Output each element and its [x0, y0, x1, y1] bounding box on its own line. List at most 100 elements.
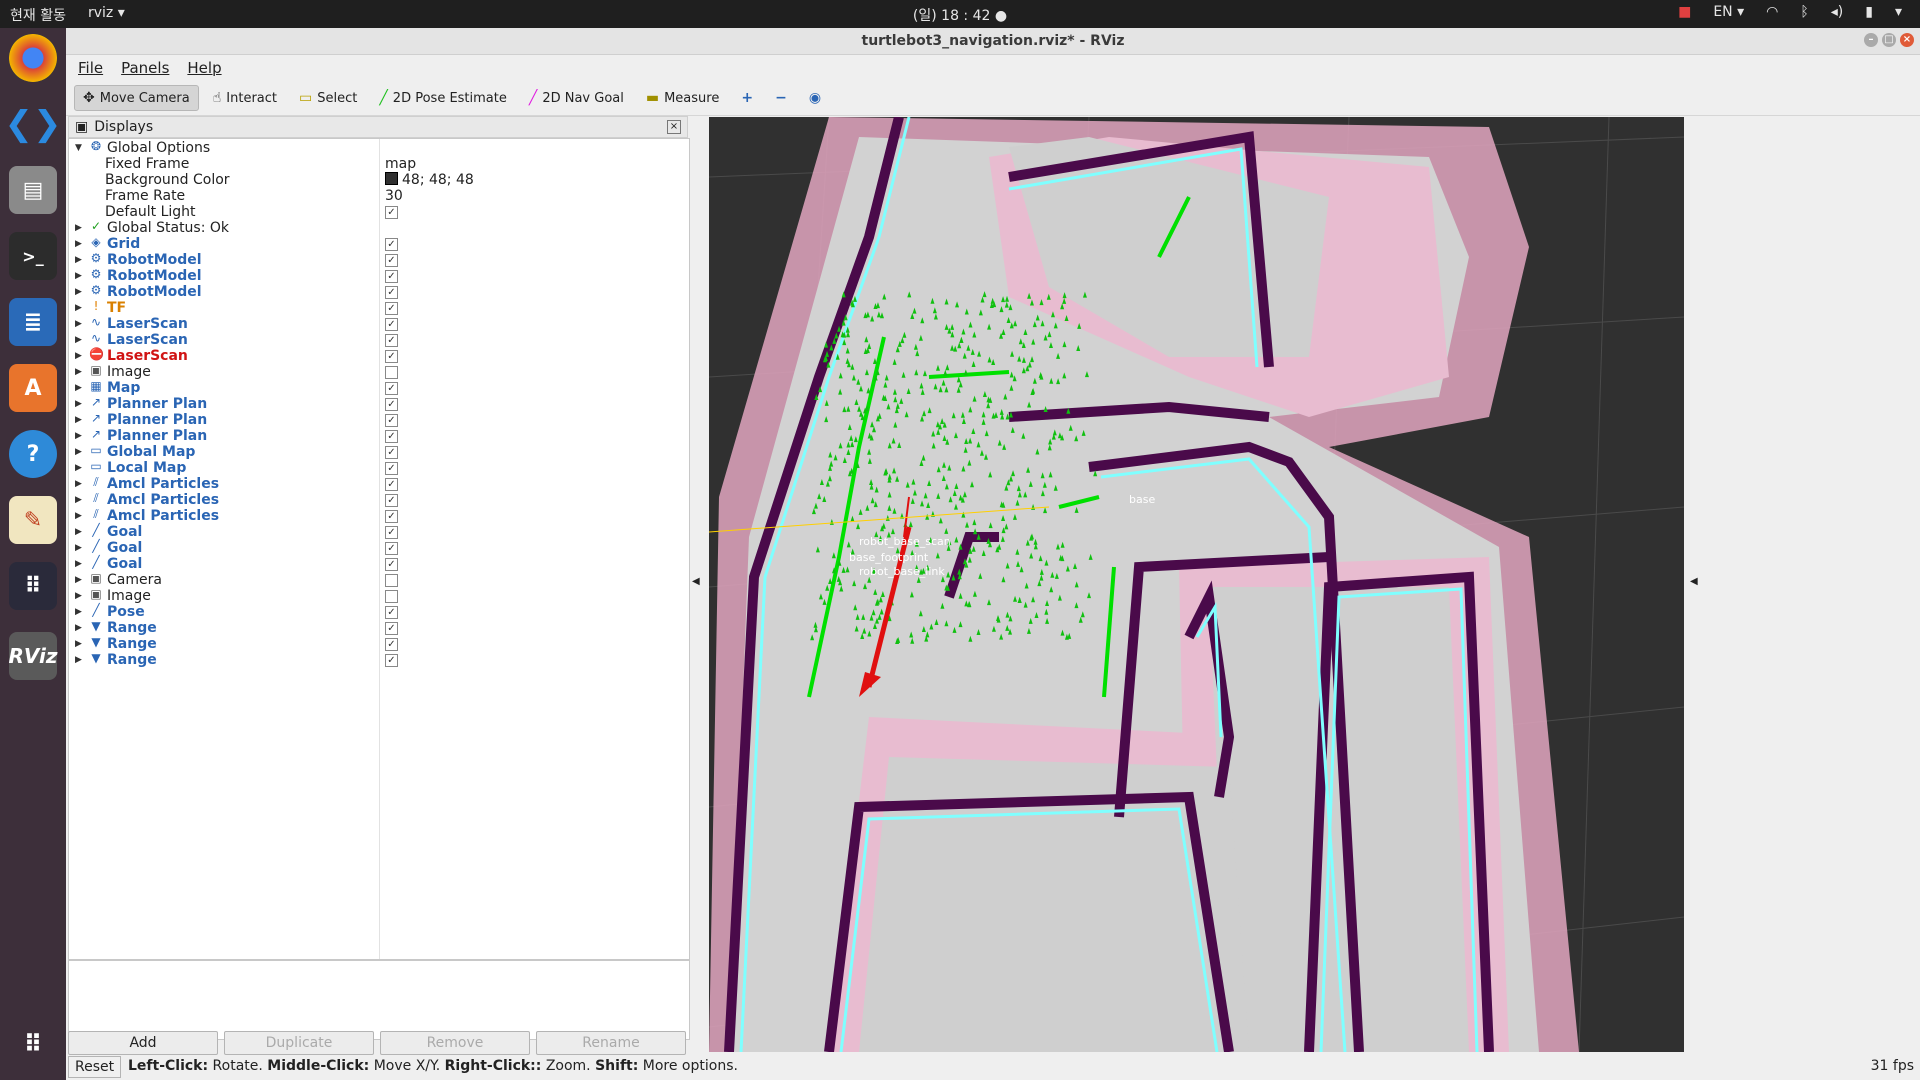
- chrome-icon[interactable]: [9, 34, 57, 82]
- battery-icon[interactable]: ▮: [1865, 4, 1873, 20]
- tree-row-frame-rate[interactable]: Frame Rate 30: [69, 187, 689, 206]
- expand-right-icon[interactable]: ▶: [75, 223, 82, 233]
- menu-panels[interactable]: Panels: [121, 59, 170, 77]
- menu-help[interactable]: Help: [187, 59, 222, 77]
- expand-right-icon[interactable]: ▶: [75, 239, 82, 249]
- tree-row-robotmodel[interactable]: ▶ ⚙ RobotModel ✓: [69, 267, 689, 286]
- display-enabled-checkbox[interactable]: [385, 590, 398, 603]
- volume-icon[interactable]: ◂): [1830, 4, 1844, 20]
- expand-right-icon[interactable]: ▶: [75, 415, 82, 425]
- expand-right-icon[interactable]: ▶: [75, 591, 82, 601]
- expand-right-icon[interactable]: ▶: [75, 319, 82, 329]
- expand-right-icon[interactable]: ▶: [75, 335, 82, 345]
- expand-right-icon[interactable]: ▶: [75, 399, 82, 409]
- display-enabled-checkbox[interactable]: ✓: [385, 526, 398, 539]
- tree-row-global-options[interactable]: ▼ ❂ Global Options: [69, 139, 689, 158]
- add-button[interactable]: Add: [68, 1031, 218, 1055]
- camera-type-button[interactable]: ◉: [801, 86, 829, 110]
- display-enabled-checkbox[interactable]: ✓: [385, 654, 398, 667]
- writer-icon[interactable]: ≣: [9, 298, 57, 346]
- display-enabled-checkbox[interactable]: ✓: [385, 462, 398, 475]
- expand-right-icon[interactable]: ▶: [75, 479, 82, 489]
- window-titlebar[interactable]: turtlebot3_navigation.rviz* - RViz – □ ×: [66, 28, 1920, 55]
- tree-row-robotmodel[interactable]: ▶ ⚙ RobotModel ✓: [69, 251, 689, 270]
- expand-right-icon[interactable]: ▶: [75, 527, 82, 537]
- display-enabled-checkbox[interactable]: ✓: [385, 446, 398, 459]
- tree-row-planner-plan[interactable]: ▶ ↗ Planner Plan ✓: [69, 411, 689, 430]
- app-menu[interactable]: rviz ▾: [87, 5, 125, 21]
- tree-row-goal[interactable]: ▶ ╱ Goal ✓: [69, 539, 689, 558]
- tree-row-grid[interactable]: ▶ ◈ Grid ✓: [69, 235, 689, 254]
- expand-right-icon[interactable]: ▶: [75, 495, 82, 505]
- default-light-checkbox[interactable]: ✓: [385, 206, 398, 219]
- tree-row-range[interactable]: ▶ ▼ Range ✓: [69, 619, 689, 638]
- text-editor-icon[interactable]: ✎: [9, 496, 57, 544]
- maximize-icon[interactable]: □: [1882, 33, 1896, 47]
- tree-row-planner-plan[interactable]: ▶ ↗ Planner Plan ✓: [69, 395, 689, 414]
- display-enabled-checkbox[interactable]: ✓: [385, 254, 398, 267]
- wifi-icon[interactable]: ◠: [1766, 4, 1779, 20]
- expand-right-icon[interactable]: ▶: [75, 559, 82, 569]
- move-camera-tool[interactable]: ✥ Move Camera: [74, 85, 199, 111]
- duplicate-button[interactable]: Duplicate: [224, 1031, 374, 1055]
- show-applications-icon[interactable]: ⠿: [23, 1030, 43, 1058]
- expand-right-icon[interactable]: ▶: [75, 367, 82, 377]
- activities-button[interactable]: 현재 활동: [10, 8, 66, 24]
- collapse-left-icon[interactable]: ◀: [692, 576, 700, 587]
- tree-row-default-light[interactable]: Default Light ✓: [69, 203, 689, 222]
- bg-color-value[interactable]: 48; 48; 48: [385, 171, 474, 190]
- tree-row-image[interactable]: ▶ ▣ Image: [69, 587, 689, 606]
- display-enabled-checkbox[interactable]: ✓: [385, 510, 398, 523]
- tree-row-planner-plan[interactable]: ▶ ↗ Planner Plan ✓: [69, 427, 689, 446]
- interact-tool[interactable]: ☝ Interact: [205, 86, 285, 110]
- expand-right-icon[interactable]: ▶: [75, 447, 82, 457]
- tree-row-range[interactable]: ▶ ▼ Range ✓: [69, 651, 689, 670]
- display-enabled-checkbox[interactable]: ✓: [385, 606, 398, 619]
- tree-row-background-color[interactable]: Background Color 48; 48; 48: [69, 171, 689, 190]
- tree-row-laserscan[interactable]: ▶ ∿ LaserScan ✓: [69, 331, 689, 350]
- 3d-viewport[interactable]: robot_base_scan base_footprint robot_bas…: [709, 117, 1684, 1052]
- frame-rate-value[interactable]: 30: [385, 188, 403, 204]
- expand-right-icon[interactable]: ▶: [75, 303, 82, 313]
- left-splitter[interactable]: ◀: [690, 116, 704, 1048]
- reset-button[interactable]: Reset: [68, 1056, 122, 1078]
- expand-right-icon[interactable]: ▶: [75, 639, 82, 649]
- app-grid-icon[interactable]: ⠿: [9, 562, 57, 610]
- tree-row-fixed-frame[interactable]: Fixed Frame map: [69, 155, 689, 174]
- expand-right-icon[interactable]: ▶: [75, 383, 82, 393]
- menu-file[interactable]: File: [78, 59, 104, 77]
- select-tool[interactable]: ▭ Select: [291, 86, 365, 110]
- terminal-icon[interactable]: >_: [9, 232, 57, 280]
- remove-button[interactable]: Remove: [380, 1031, 530, 1055]
- expand-right-icon[interactable]: ▶: [75, 543, 82, 553]
- minimize-icon[interactable]: –: [1864, 33, 1878, 47]
- camera-indicator-icon[interactable]: ■: [1678, 4, 1692, 20]
- display-enabled-checkbox[interactable]: ✓: [385, 558, 398, 571]
- display-enabled-checkbox[interactable]: ✓: [385, 478, 398, 491]
- software-center-icon[interactable]: A: [9, 364, 57, 412]
- display-enabled-checkbox[interactable]: ✓: [385, 542, 398, 555]
- tree-row-goal[interactable]: ▶ ╱ Goal ✓: [69, 523, 689, 542]
- bluetooth-icon[interactable]: ᛒ: [1800, 4, 1809, 20]
- right-splitter[interactable]: ◀: [1686, 116, 1920, 1048]
- clock[interactable]: (일) 18 : 42 ●: [912, 8, 1008, 24]
- display-enabled-checkbox[interactable]: [385, 366, 398, 379]
- expand-right-icon[interactable]: ▶: [75, 351, 82, 361]
- expand-right-icon[interactable]: ▶: [75, 511, 82, 521]
- power-menu-icon[interactable]: ▾: [1894, 4, 1902, 20]
- rviz-icon[interactable]: RViz: [8, 632, 58, 680]
- remove-tool-button[interactable]: −: [767, 86, 795, 110]
- display-enabled-checkbox[interactable]: ✓: [385, 302, 398, 315]
- tree-row-map[interactable]: ▶ ▦ Map ✓: [69, 379, 689, 398]
- display-enabled-checkbox[interactable]: ✓: [385, 398, 398, 411]
- expand-right-icon[interactable]: ▶: [75, 607, 82, 617]
- display-enabled-checkbox[interactable]: ✓: [385, 638, 398, 651]
- expand-down-icon[interactable]: ▼: [75, 143, 82, 153]
- tree-row-global-map[interactable]: ▶ ▭ Global Map ✓: [69, 443, 689, 462]
- collapse-right-icon[interactable]: ◀: [1690, 576, 1698, 587]
- pose-estimate-tool[interactable]: ╱ 2D Pose Estimate: [371, 86, 515, 110]
- display-enabled-checkbox[interactable]: ✓: [385, 270, 398, 283]
- display-enabled-checkbox[interactable]: ✓: [385, 494, 398, 507]
- expand-right-icon[interactable]: ▶: [75, 271, 82, 281]
- tree-row-robotmodel[interactable]: ▶ ⚙ RobotModel ✓: [69, 283, 689, 302]
